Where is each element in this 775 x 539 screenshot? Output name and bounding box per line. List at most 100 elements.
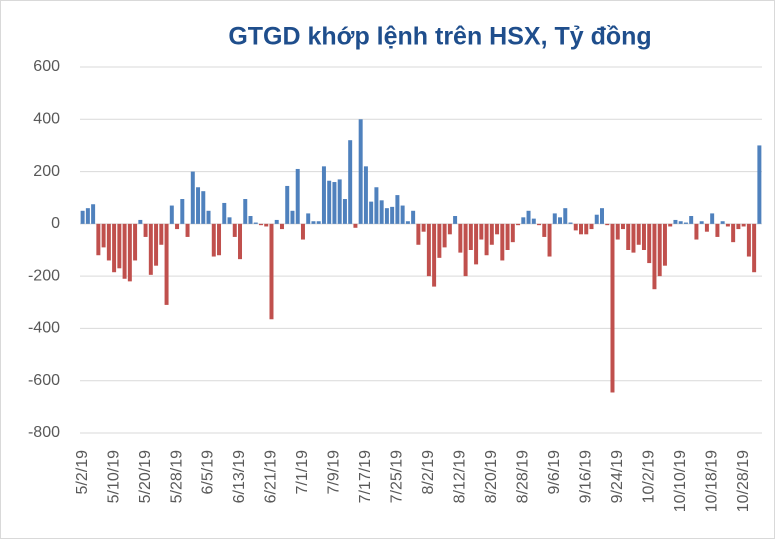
bar [725,223,730,227]
bar [348,140,353,224]
bar [175,223,180,230]
bar [321,166,326,224]
y-tick-label: -400 [28,320,60,337]
bar [657,223,662,277]
bar [148,223,153,275]
bar [169,205,174,224]
bar [300,223,305,240]
y-tick-label: -800 [28,424,60,441]
bar [101,223,106,248]
bar [395,195,400,224]
bar [537,223,542,226]
bar [337,179,342,224]
x-tick-label: 5/2/19 [74,450,91,495]
bar [421,223,426,232]
bar [243,199,248,224]
x-tick-label: 9/24/19 [609,450,626,503]
bar [731,223,736,243]
bar [720,221,725,224]
y-tick-label: -200 [28,267,60,284]
bar [185,223,190,237]
bar [558,217,563,224]
bar [96,223,101,256]
bar [542,223,547,237]
bar [227,217,232,224]
bar [699,221,704,224]
x-tick-label: 10/10/19 [672,450,689,512]
bar [374,187,379,224]
bar [652,223,657,290]
x-tick-label: 7/25/19 [389,450,406,503]
bar [521,217,526,224]
bar [222,202,227,224]
bar [384,208,389,224]
bar [746,223,751,257]
x-tick-label: 10/28/19 [735,450,752,512]
bar [400,205,405,224]
x-tick-label: 9/16/19 [577,450,594,503]
bar [594,214,599,224]
bar [547,223,552,257]
bar [416,223,421,245]
bar [269,223,274,320]
bar [133,223,138,261]
x-tick-label: 8/28/19 [515,450,532,503]
x-tick-label: 10/2/19 [640,450,657,503]
bar [248,216,253,224]
bar [489,223,494,245]
bar [710,213,715,224]
bar [704,223,709,232]
bar [285,185,290,224]
bar [295,168,300,224]
x-tick-label: 9/6/19 [546,450,563,495]
x-tick-label: 8/12/19 [452,450,469,503]
bar [196,187,201,224]
bar [332,182,337,224]
bar [201,191,206,224]
bar [479,223,484,240]
bar [531,218,536,224]
bar [589,223,594,230]
x-tick-label: 6/21/19 [263,450,280,503]
bar [432,223,437,287]
bar [689,216,694,224]
bar [458,223,463,253]
bar [358,119,363,224]
x-tick-label: 10/18/19 [703,450,720,512]
bar [736,223,741,230]
bar [505,223,510,250]
bar [279,223,284,230]
bar [306,213,311,224]
bar [752,223,757,273]
bar [605,223,610,226]
bar [117,223,122,269]
x-tick-label: 8/20/19 [483,450,500,503]
bar [80,210,85,224]
x-tick-label: 7/17/19 [357,450,374,503]
bar [584,223,589,235]
x-tick-label: 6/5/19 [200,450,217,495]
bar [673,219,678,224]
x-tick-label: 6/13/19 [231,450,248,503]
bar [112,223,117,273]
bar [579,223,584,235]
bar [599,208,604,224]
bar [694,223,699,240]
bar [138,219,143,224]
bar [442,223,447,248]
bar [516,223,521,226]
y-tick-label: -600 [28,372,60,389]
bar [741,223,746,227]
bar [662,223,667,266]
x-tick-label: 7/1/19 [294,450,311,495]
bar [122,223,127,279]
bar [253,222,258,224]
bar [573,223,578,231]
bar [164,223,169,305]
bar [626,223,631,250]
bar [190,171,195,224]
bar [106,223,111,261]
bar [647,223,652,264]
bar [379,200,384,224]
